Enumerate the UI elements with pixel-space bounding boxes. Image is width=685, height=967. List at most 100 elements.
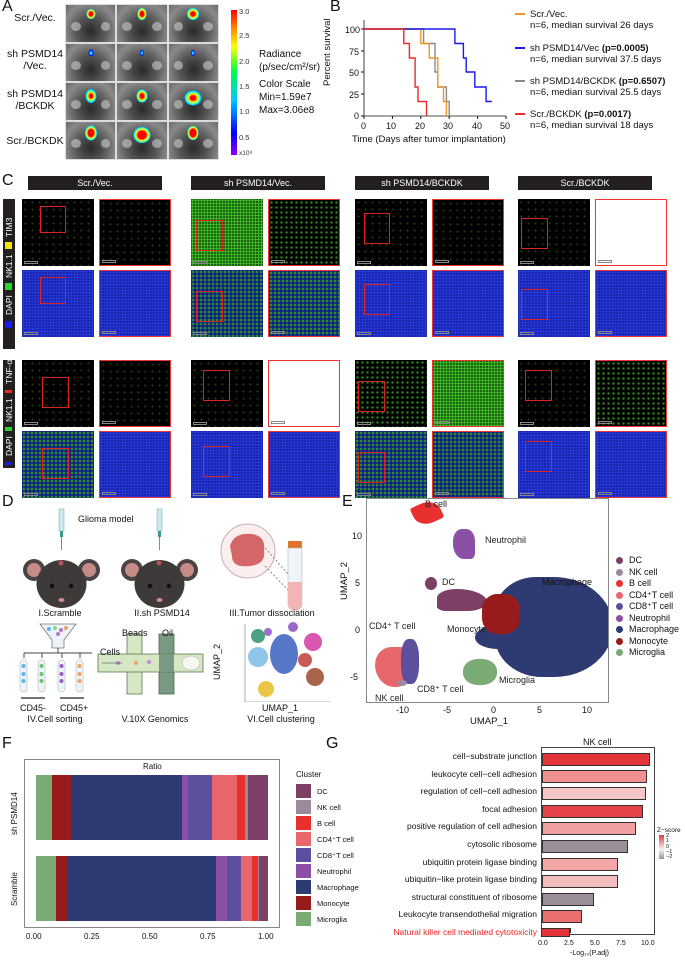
y-tick: -5 [350, 672, 359, 682]
legend-line-icon [515, 13, 525, 16]
enrichment-bar [542, 910, 582, 923]
legend-title: Cluster [296, 770, 322, 779]
cells-label: Cells [100, 647, 121, 657]
nk-swatch-icon [5, 427, 13, 431]
bli-image [66, 5, 116, 42]
x-tick: 0.00 [26, 932, 42, 941]
if-image [355, 360, 427, 427]
cluster-cd8-t-cell [401, 639, 419, 684]
zscore-colorbar [659, 835, 664, 859]
x-tick: -5 [443, 705, 452, 715]
legend-item: B cell [616, 578, 679, 590]
bli-image [168, 122, 218, 159]
x-tick: 0.0 [538, 940, 548, 947]
x-tick: 30 [443, 121, 454, 131]
y-category-label: Scramble [10, 872, 19, 906]
nk-swatch-icon [5, 283, 13, 291]
bli-image [117, 5, 167, 42]
y-tick: 5 [355, 578, 361, 588]
umap-annotation: Microglia [499, 675, 536, 685]
umap-legend: DC NK cell B cell CD4⁺T cell CD8⁺T cell … [616, 555, 679, 659]
bli-image [168, 44, 218, 81]
umap-annotation: NK cell [375, 693, 404, 703]
go-term-label: structural constituent of ribosome [411, 892, 537, 902]
go-term-label: cytosolic ribosome [467, 839, 537, 849]
if-image [191, 431, 263, 498]
bli-row-label: sh PSMD14 /Vec. [6, 48, 64, 73]
bar-scramble [36, 856, 268, 921]
x-tick: 0 [491, 705, 497, 715]
y-category-label: sh PSMD14 [10, 792, 19, 835]
bli-row-label: sh PSMD14 /BCKDK [6, 88, 64, 113]
x-tick: 50 [500, 121, 511, 131]
x-tick: 1.00 [258, 932, 274, 941]
x-tick: 10.0 [641, 940, 655, 947]
radiance-colorbar [231, 10, 237, 155]
legend-entry: sh PSMD14/BCKDK (p=0.6507) n=6, median s… [515, 76, 665, 98]
legend-item: NK cell [296, 800, 341, 814]
sort-label-cd45-neg: CD45- [20, 703, 47, 713]
colorbar-tick: 1.5 [239, 82, 250, 91]
if-image [355, 199, 427, 266]
x-axis-label: Time (Days after tumor implantation) [352, 134, 506, 145]
colorbar-tick: 2.0 [239, 57, 250, 66]
x-tick: 7.5 [616, 940, 626, 947]
chart-title: NK cell [583, 737, 612, 747]
x-tick: 0.50 [142, 932, 158, 941]
step-label: I.Scramble [38, 608, 82, 618]
cluster-dc [425, 577, 437, 590]
legend-item: Neutrophil [616, 613, 679, 625]
if-image [518, 431, 590, 498]
bli-image [117, 122, 167, 159]
tim3-swatch-icon [5, 241, 13, 249]
legend-item: Microglia [296, 912, 347, 926]
enrichment-bar [542, 875, 618, 888]
if-image [355, 270, 427, 337]
panel-label-g: G [326, 735, 339, 752]
if-zoom-image [595, 431, 667, 498]
legend-line-icon [515, 113, 525, 116]
beads-label: Beads [122, 628, 148, 638]
if-image [191, 199, 263, 266]
if-zoom-image [432, 360, 504, 427]
legend-item: NK cell [616, 567, 679, 579]
x-axis-label: UMAP_1 [470, 716, 509, 727]
dapi-swatch-icon [5, 320, 13, 328]
go-term-label-highlighted: Natural killer cell mediated cytotoxicit… [393, 927, 537, 937]
bli-image [168, 83, 218, 120]
bli-image [117, 44, 167, 81]
x-tick: 0.25 [84, 932, 100, 941]
enrichment-bar-last [541, 928, 570, 937]
bli-image [117, 83, 167, 120]
go-term-label: Leukocyte transendothelial migration [398, 909, 537, 919]
column-header: Scr./Vec. [28, 176, 162, 190]
go-term-label: ubiquitin−like protein ligase binding [404, 874, 537, 884]
bli-row-label: Scr./Vec. [14, 12, 56, 24]
if-zoom-image [268, 360, 340, 427]
panel-label-f: F [2, 735, 12, 752]
legend-item: DC [616, 555, 679, 567]
mouse-icon [121, 559, 198, 608]
legend-item: B cell [296, 816, 335, 830]
cluster-dc-body [437, 589, 487, 611]
legend-item: Microglia [616, 647, 679, 659]
microfluidic-chip-icon [97, 633, 204, 695]
x-tick: 20 [415, 121, 426, 131]
legend-item: Neutrophil [296, 864, 351, 878]
legend-item: Macrophage [296, 880, 359, 894]
channel-legend-tnfa: DAPI NK1.1 TNF-α [3, 360, 15, 468]
legend-item: CD8⁺T cell [616, 601, 679, 613]
enrichment-bar [542, 787, 646, 800]
colorbar-unit: x10⁸ [239, 150, 253, 157]
if-image [518, 199, 590, 266]
y-tick: 10 [352, 531, 363, 541]
tnfa-swatch-icon [5, 389, 13, 394]
x-tick: 5.0 [590, 940, 600, 947]
if-zoom-image [99, 270, 171, 337]
umap-annotation: CD8⁺ T cell [417, 684, 464, 694]
radiance-unit: (p/sec/cm²/sr) [259, 62, 321, 73]
color-scale-title: Color Scale [259, 79, 311, 90]
go-term-label: ubiquitin protein ligase binding [422, 857, 537, 867]
x-tick: 0.75 [200, 932, 216, 941]
glioma-model-title: Glioma model [78, 514, 134, 524]
